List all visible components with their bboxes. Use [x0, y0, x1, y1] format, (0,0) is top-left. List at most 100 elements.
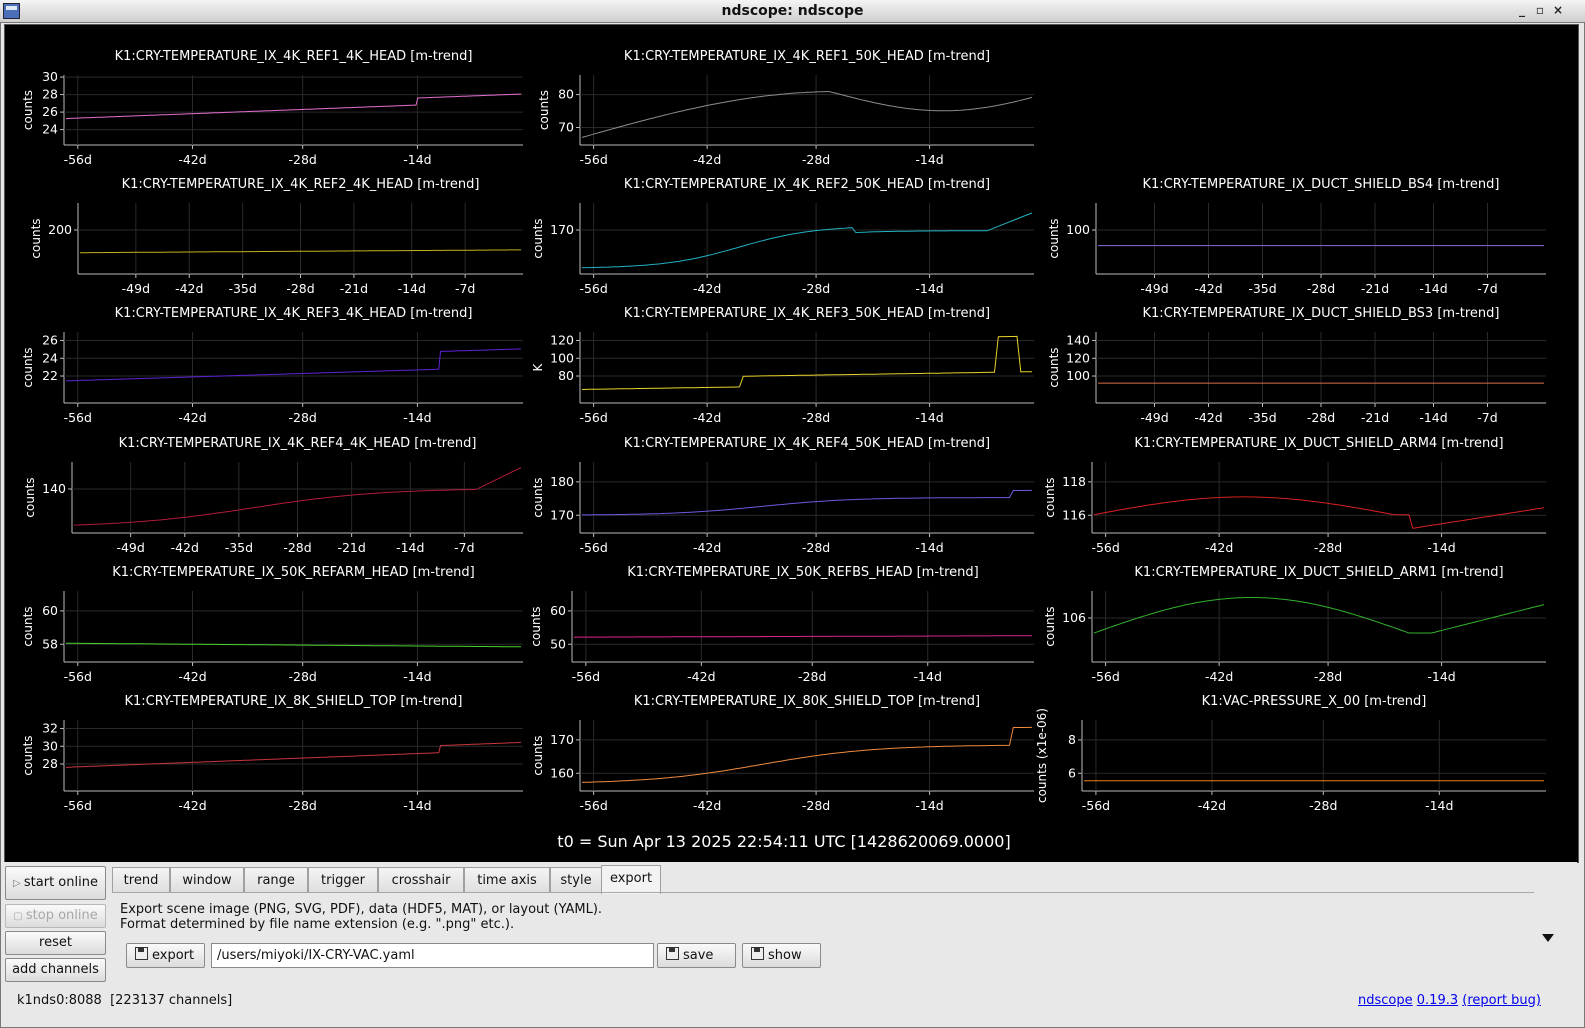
ndscope-link[interactable]: ndscope [1358, 993, 1413, 1008]
minimize-button[interactable]: _ [1519, 3, 1525, 17]
tab-crosshair[interactable]: crosshair [378, 867, 464, 893]
save-button[interactable]: save [657, 943, 736, 968]
x-tick-label: -7d [454, 540, 474, 555]
x-tick-label: -28d [802, 152, 830, 167]
y-axis-label: counts [1043, 477, 1057, 517]
y-tick-label: 140 [42, 481, 66, 496]
plot-panel[interactable]: K1:CRY-TEMPERATURE_IX_DUCT_SHIELD_BS3 [m… [1047, 306, 1546, 425]
plot-panel[interactable]: K1:CRY-TEMPERATURE_IX_DUCT_SHIELD_BS4 [m… [1047, 177, 1546, 296]
y-tick-label: 6 [1068, 765, 1076, 780]
plot-panel[interactable]: K1:CRY-TEMPERATURE_IX_4K_REF4_4K_HEAD [m… [23, 436, 523, 555]
tab-time-axis[interactable]: time axis [464, 867, 550, 893]
tab-trigger[interactable]: trigger [308, 867, 378, 893]
trace-line [581, 91, 1033, 138]
trace-line [73, 467, 522, 526]
trace-line [66, 642, 521, 648]
y-tick-label: 140 [1066, 333, 1090, 348]
x-tick-label: -21d [337, 540, 365, 555]
maximize-button[interactable]: ▫ [1535, 3, 1545, 17]
x-tick-label: -56d [1091, 669, 1119, 684]
x-tick-label: -56d [579, 798, 607, 813]
plot-panel[interactable]: K1:CRY-TEMPERATURE_IX_50K_REFBS_HEAD [m-… [529, 565, 1034, 684]
x-tick-label: -14d [396, 540, 424, 555]
tab-trend[interactable]: trend [112, 867, 170, 893]
trace-line [1093, 496, 1545, 529]
export-path-input[interactable] [211, 943, 654, 968]
floppy-icon [666, 947, 679, 960]
y-tick-label: 26 [42, 333, 58, 348]
trace-line [1093, 597, 1545, 634]
x-tick-label: -49d [116, 540, 144, 555]
x-tick-label: -21d [1361, 281, 1389, 296]
trace-line [80, 249, 521, 254]
x-tick-label: -56d [1082, 798, 1110, 813]
x-tick-label: -42d [1205, 669, 1233, 684]
app-icon[interactable] [3, 3, 20, 19]
y-tick-label: 30 [42, 738, 58, 753]
report-bug-link[interactable]: (report bug) [1462, 993, 1541, 1008]
x-tick-label: -14d [915, 152, 943, 167]
x-tick-label: -42d [1198, 798, 1226, 813]
x-tick-label: -7d [1477, 281, 1497, 296]
plot-panel[interactable]: K1:CRY-TEMPERATURE_IX_80K_SHIELD_TOP [m-… [531, 694, 1034, 813]
y-axis-label: K [531, 362, 545, 371]
server-address: k1nds0:8088 [17, 993, 102, 1008]
plot-panel[interactable]: K1:CRY-TEMPERATURE_IX_4K_REF3_4K_HEAD [m… [21, 306, 523, 425]
x-tick-label: -28d [289, 669, 317, 684]
plot-panel[interactable]: K1:CRY-TEMPERATURE_IX_4K_REF4_50K_HEAD [… [531, 436, 1034, 555]
close-button[interactable]: × [1552, 3, 1564, 17]
trace-line [582, 489, 1032, 516]
tab-range[interactable]: range [244, 867, 308, 893]
add-channels-button[interactable]: add channels [5, 958, 106, 982]
scope-plot-area[interactable]: t0 = Sun Apr 13 2025 22:54:11 UTC [14286… [4, 24, 1579, 863]
plot-panel[interactable]: K1:CRY-TEMPERATURE_IX_4K_REF2_4K_HEAD [m… [29, 177, 523, 296]
start-online-button[interactable]: ▷ start online [5, 866, 106, 900]
chevron-down-icon[interactable] [1542, 934, 1554, 942]
tab-export[interactable]: export [601, 865, 661, 894]
plot-panel[interactable]: K1:VAC-PRESSURE_X_00 [m-trend] -56d -42d -2… [1035, 694, 1546, 813]
stop-online-button[interactable]: ▢ stop online [5, 904, 106, 928]
y-tick-label: 28 [42, 756, 58, 771]
stop-icon: ▢ [13, 911, 26, 922]
x-tick-label: -28d [289, 798, 317, 813]
plot-panel[interactable]: K1:CRY-TEMPERATURE_IX_8K_SHIELD_TOP [m-t… [21, 694, 523, 813]
y-tick-label: 58 [42, 636, 58, 651]
y-axis-label: counts [529, 606, 543, 646]
plot-panel[interactable]: K1:CRY-TEMPERATURE_IX_4K_REF1_50K_HEAD [… [537, 49, 1034, 167]
x-tick-label: -28d [1314, 669, 1342, 684]
y-tick-label: 22 [42, 368, 58, 383]
y-tick-label: 120 [550, 333, 574, 348]
plot-panel[interactable]: K1:CRY-TEMPERATURE_IX_50K_REFARM_HEAD [m… [21, 565, 523, 684]
plot-panel[interactable]: K1:CRY-TEMPERATURE_IX_4K_REF3_50K_HEAD [… [531, 306, 1034, 425]
x-tick-label: -56d [64, 669, 92, 684]
plot-panel[interactable]: K1:CRY-TEMPERATURE_IX_DUCT_SHIELD_ARM4 [… [1043, 436, 1546, 555]
tab-style[interactable]: style [550, 867, 602, 893]
plot-title: K1:CRY-TEMPERATURE_IX_4K_REF4_50K_HEAD [… [624, 436, 990, 451]
version-link[interactable]: 0.19.3 [1416, 993, 1459, 1008]
x-tick-label: -14d [914, 669, 942, 684]
export-description: Export scene image (PNG, SVG, PDF), data… [120, 902, 602, 932]
reset-button[interactable]: reset [5, 931, 106, 955]
plot-title: K1:VAC-PRESSURE_X_00 [m-trend] [1202, 694, 1427, 709]
y-tick-label: 100 [1066, 368, 1090, 383]
show-button[interactable]: show [742, 943, 821, 968]
tab-window[interactable]: window [170, 867, 244, 893]
x-tick-label: -14d [915, 540, 943, 555]
plot-title: K1:CRY-TEMPERATURE_IX_50K_REFARM_HEAD [m… [112, 565, 475, 580]
plot-title: K1:CRY-TEMPERATURE_IX_DUCT_SHIELD_BS4 [m… [1143, 177, 1500, 192]
x-tick-label: -21d [1361, 410, 1389, 425]
export-button[interactable]: export [126, 943, 205, 968]
x-tick-label: -21d [340, 281, 368, 296]
tab-divider [112, 892, 1534, 893]
plot-canvas[interactable]: t0 = Sun Apr 13 2025 22:54:11 UTC [14286… [5, 25, 1578, 862]
x-tick-label: -28d [1307, 410, 1335, 425]
plot-title: K1:CRY-TEMPERATURE_IX_4K_REF1_50K_HEAD [… [624, 49, 990, 64]
plot-panel[interactable]: K1:CRY-TEMPERATURE_IX_4K_REF1_4K_HEAD [m… [21, 49, 523, 167]
magnifier-icon [751, 947, 764, 960]
y-axis-label: counts [1043, 606, 1057, 646]
y-tick-label: 100 [550, 350, 574, 365]
x-tick-label: -35d [228, 281, 256, 296]
plot-panel[interactable]: K1:CRY-TEMPERATURE_IX_4K_REF2_50K_HEAD [… [531, 177, 1034, 296]
plot-panel[interactable]: K1:CRY-TEMPERATURE_IX_DUCT_SHIELD_ARM1 [… [1043, 565, 1546, 684]
x-tick-label: -56d [64, 410, 92, 425]
